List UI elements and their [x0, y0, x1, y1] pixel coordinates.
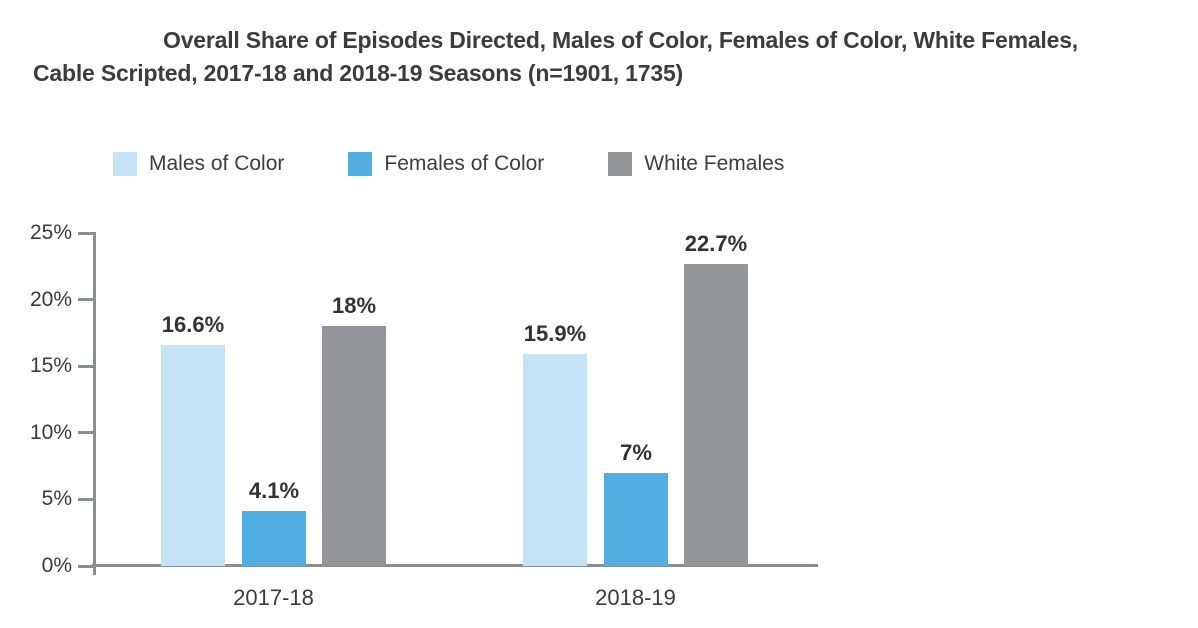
y-tick-label-20: 20%: [29, 287, 72, 311]
bar-value-label-males-of-color-2017-18: 16.6%: [161, 311, 225, 337]
y-tick-label-5: 5%: [41, 487, 72, 511]
y-tick-mark-10: [78, 431, 95, 435]
legend-swatch-females-of-color: [348, 152, 373, 176]
bar-females-of-color-2017-18: [242, 511, 306, 566]
y-tick-mark-0: [78, 564, 95, 568]
chart-legend: Males of Color Females of Color White Fe…: [113, 152, 784, 176]
legend-swatch-white-females: [608, 152, 633, 176]
y-tick-label-0: 0%: [41, 554, 72, 577]
bar-value-label-white-females-2018-19: 22.7%: [684, 230, 748, 256]
chart-title-line2: Cable Scripted, 2017-18 and 2018-19 Seas…: [33, 60, 684, 86]
legend-item-females-of-color: Females of Color: [348, 152, 544, 176]
x-axis-line: [92, 564, 818, 567]
chart-title-line1: Overall Share of Episodes Directed, Male…: [163, 27, 1078, 53]
legend-item-white-females: White Females: [608, 152, 784, 176]
chart-title: Overall Share of Episodes Directed, Male…: [33, 24, 1191, 90]
legend-swatch-males-of-color: [113, 152, 137, 176]
y-tick-label-10: 10%: [29, 420, 72, 444]
legend-item-males-of-color: Males of Color: [113, 152, 284, 176]
y-tick-mark-15: [78, 364, 95, 368]
y-tick-label-15: 15%: [29, 354, 72, 378]
legend-label-white-females: White Females: [644, 152, 785, 175]
legend-label-males-of-color: Males of Color: [149, 152, 285, 175]
x-category-label-2018-19: 2018-19: [595, 585, 676, 610]
y-tick-label-25: 25%: [29, 221, 72, 244]
x-category-label-2017-18: 2017-18: [233, 585, 314, 610]
bar-white-females-2017-18: [322, 326, 386, 566]
y-tick-mark-20: [78, 298, 95, 302]
bar-value-label-females-of-color-2018-19: 7%: [620, 439, 652, 465]
bar-value-label-females-of-color-2017-18: 4.1%: [248, 478, 300, 504]
bar-value-label-white-females-2017-18: 18%: [331, 293, 377, 319]
bar-white-females-2018-19: [684, 263, 748, 566]
bar-females-of-color-2018-19: [604, 472, 668, 566]
legend-label-females-of-color: Females of Color: [384, 152, 545, 175]
bar-males-of-color-2018-19: [523, 354, 587, 566]
bar-value-label-males-of-color-2018-19: 15.9%: [523, 321, 587, 347]
y-axis-line: [93, 232, 96, 575]
y-tick-mark-25: [78, 231, 95, 235]
y-tick-mark-5: [78, 497, 95, 501]
bar-males-of-color-2017-18: [161, 344, 225, 566]
